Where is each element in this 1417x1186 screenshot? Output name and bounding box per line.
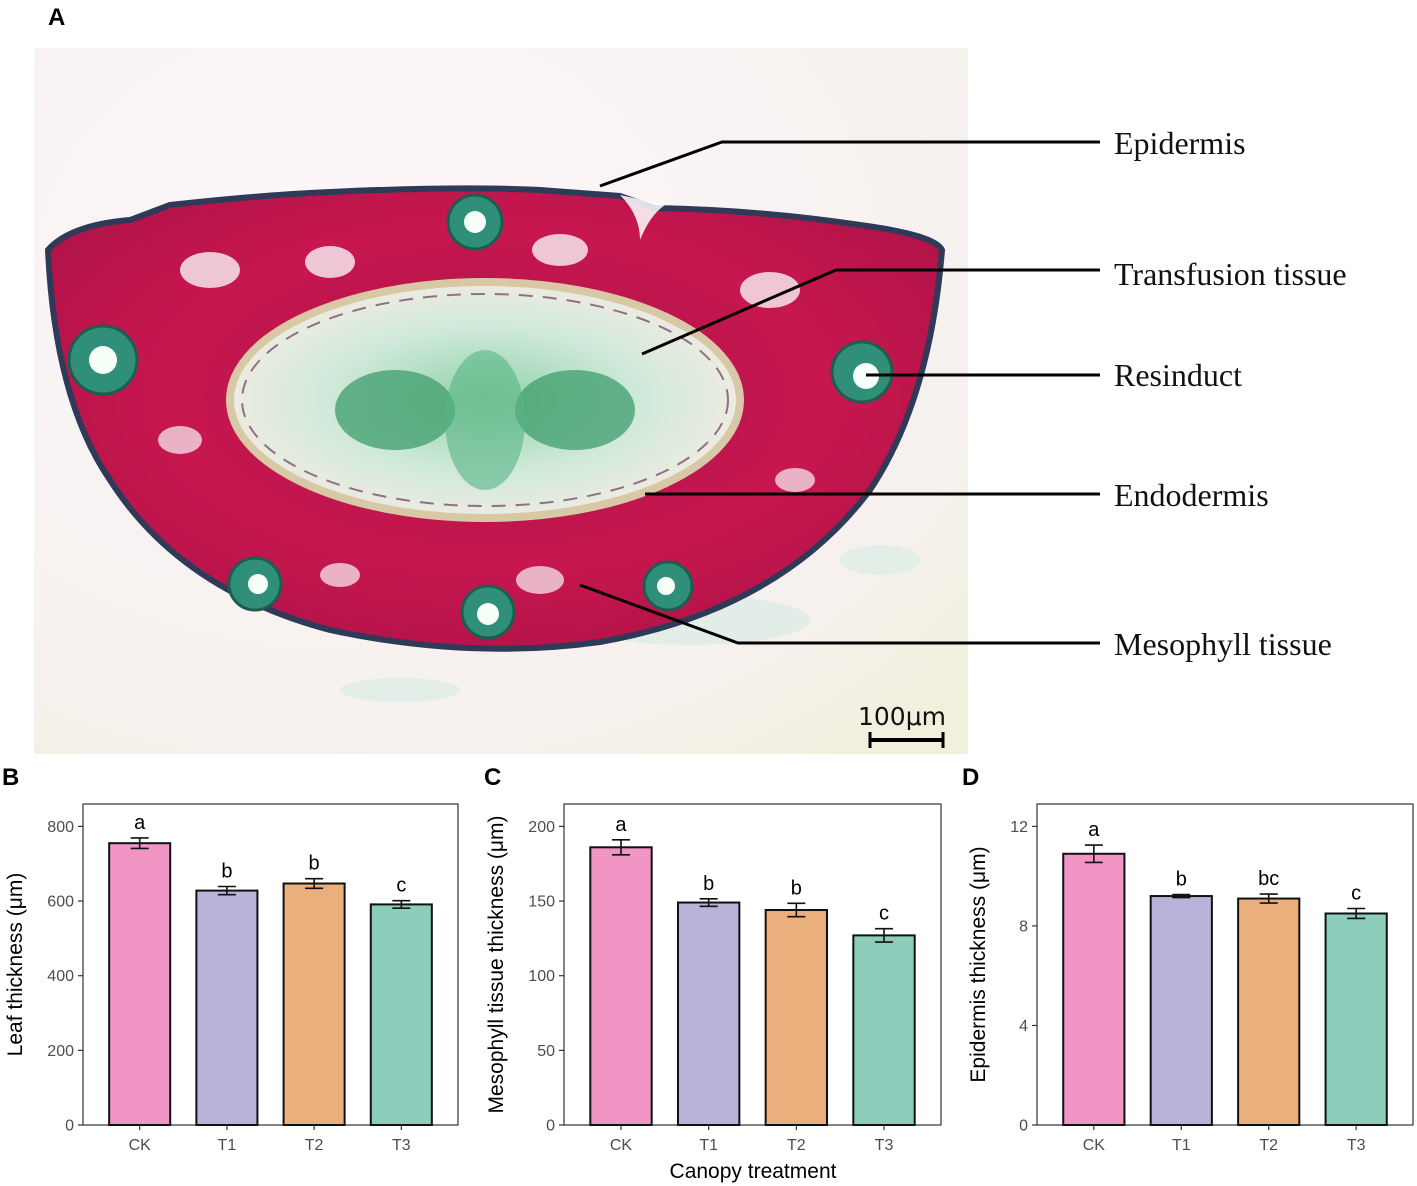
bar-t3 (852, 934, 916, 1126)
x-tick-label: CK (1083, 1137, 1106, 1154)
significance-letter: b (703, 873, 714, 895)
callout-endodermis: Endodermis (1114, 477, 1269, 513)
significance-letter: c (879, 903, 889, 925)
bar-ck (1062, 852, 1126, 1126)
y-tick-label: 600 (47, 894, 74, 911)
bar-ck (108, 842, 172, 1126)
y-axis-title: Leaf thickness (μm) (4, 873, 27, 1057)
x-tick-label: CK (129, 1137, 152, 1154)
bar-t3 (369, 903, 433, 1127)
panel-a: A (34, 4, 1347, 754)
y-tick-label: 8 (1019, 918, 1028, 935)
callout-transfusion-tissue: Transfusion tissue (1114, 256, 1347, 292)
y-tick-label: 4 (1019, 1018, 1028, 1035)
panel-a-letter: A (48, 4, 65, 31)
callout-lines (579, 140, 1100, 645)
y-tick-label: 400 (47, 968, 74, 985)
callout-resinduct: Resinduct (1114, 357, 1242, 393)
callout-mesophyll-tissue: Mesophyll tissue (1114, 626, 1332, 662)
x-tick-label: T3 (875, 1137, 894, 1154)
scale-bar-label: 100μm (858, 702, 946, 731)
x-tick-label: T1 (1172, 1137, 1191, 1154)
scale-bar (868, 732, 945, 748)
micrograph-image: 100μm (34, 48, 968, 754)
x-tick-label: T3 (392, 1137, 411, 1154)
y-tick-label: 0 (1019, 1118, 1028, 1135)
significance-letter: a (615, 814, 627, 836)
y-tick-label: 200 (528, 819, 555, 836)
x-tick-label: CK (610, 1137, 633, 1154)
bar-ck (589, 846, 653, 1126)
chart-mesophyll-thickness: C 0 50 100 150 200 Mesophyll tissue thickness … (484, 764, 942, 1154)
bar-t1 (676, 901, 741, 1127)
y-axis-title: Mesophyll tissue thickness (μm) (485, 815, 508, 1113)
y-tick-label: 200 (47, 1043, 74, 1060)
x-tick-label: T3 (1347, 1137, 1366, 1154)
significance-letter: a (1088, 819, 1100, 841)
significance-letter: b (1176, 869, 1187, 891)
bar-t1 (195, 889, 259, 1126)
callout-epidermis: Epidermis (1114, 125, 1246, 161)
bar-t2 (1237, 897, 1301, 1127)
significance-letter: b (309, 853, 320, 875)
x-tick-label: T2 (1259, 1137, 1278, 1154)
x-tick-label: T2 (305, 1137, 324, 1154)
chart-leaf-thickness: B 0 200 400 600 800 Leaf thickness (μm) a CK b T1 b… (2, 764, 459, 1154)
y-tick-label: 50 (537, 1043, 555, 1060)
significance-letter: b (221, 860, 232, 882)
panel-letter: D (962, 764, 979, 791)
x-tick-label: T1 (218, 1137, 237, 1154)
bar-t1 (1149, 895, 1213, 1126)
y-tick-label: 150 (528, 894, 555, 911)
panel-letter: B (2, 764, 19, 791)
significance-letter: a (134, 812, 146, 834)
y-tick-label: 12 (1010, 819, 1028, 836)
bar-t2 (764, 909, 829, 1126)
bar-t2 (282, 882, 346, 1126)
significance-letter: bc (1258, 868, 1279, 890)
bar-t3 (1324, 912, 1388, 1126)
significance-letter: c (1351, 883, 1361, 905)
significance-letter: b (791, 877, 802, 899)
x-axis-title: Canopy treatment (670, 1160, 837, 1183)
significance-letter: c (396, 875, 406, 897)
y-axis-title: Epidermis thickness (μm) (967, 846, 990, 1082)
x-tick-label: T2 (787, 1137, 806, 1154)
x-tick-label: T1 (699, 1137, 718, 1154)
y-tick-label: 0 (65, 1118, 74, 1135)
y-tick-label: 0 (546, 1118, 555, 1135)
chart-epidermis-thickness: D 0 4 8 12 Epidermis thickness (μm) a CK b T1 bc T2… (962, 764, 1414, 1154)
panel-letter: C (484, 764, 501, 791)
y-tick-label: 800 (47, 819, 74, 836)
y-tick-label: 100 (528, 968, 555, 985)
